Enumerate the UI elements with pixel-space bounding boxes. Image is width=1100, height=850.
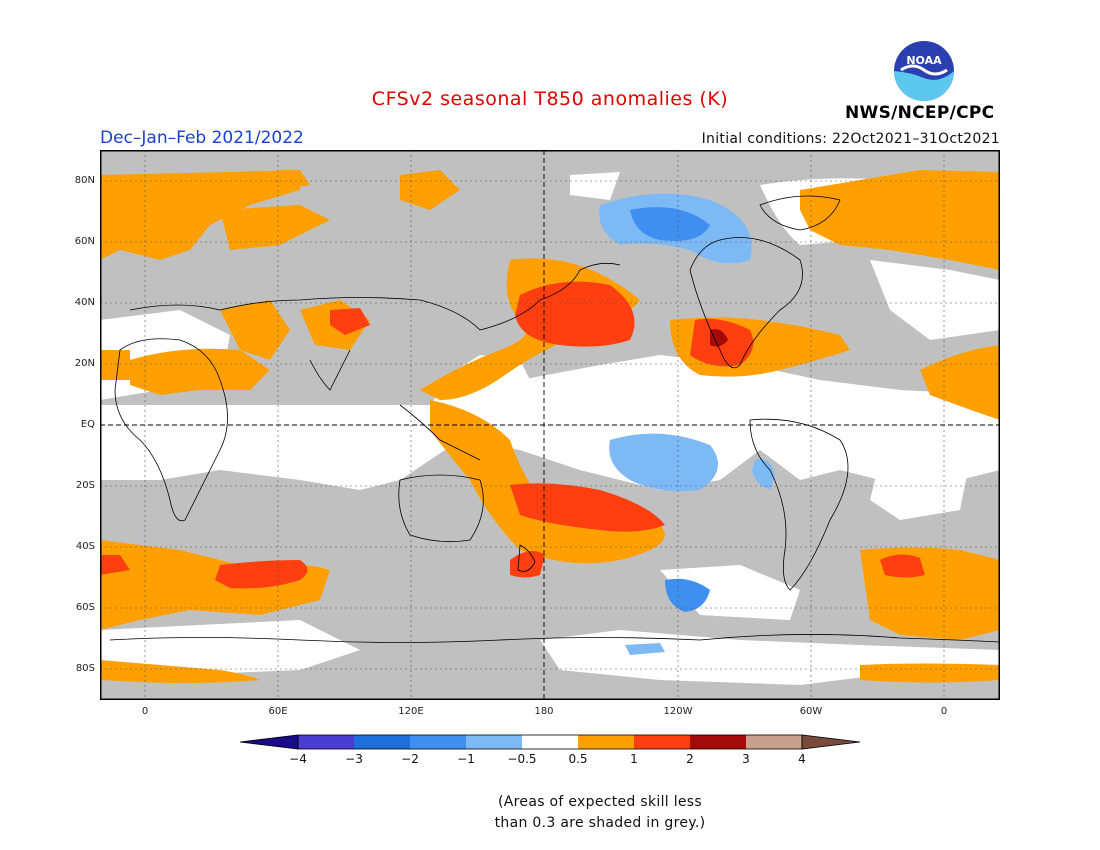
colorbar-segment (298, 735, 354, 749)
lon-label: 120W (663, 706, 693, 717)
colorbar-segment (578, 735, 634, 749)
coastlines (109, 195, 1000, 643)
noaa-logo-text: NOAA (906, 54, 942, 67)
very-strong-warm-anomaly (710, 329, 728, 347)
lat-label: 60S (75, 602, 95, 613)
colorbar-tick-label: 2 (686, 752, 694, 766)
colorbar-tick-label: 0.5 (568, 752, 588, 766)
lat-label: 80S (75, 663, 95, 674)
colorbar-tick-label: 3 (742, 752, 750, 766)
colorbar-segments (298, 735, 802, 749)
colorbar (240, 734, 861, 750)
initial-conditions-label: Initial conditions: 22Oct2021–31Oct2021 (701, 131, 1000, 147)
colorbar-tick-label: −2 (401, 752, 419, 766)
equator-dateline (100, 150, 1000, 700)
skill-note-line: than 0.3 are shaded in grey.) (494, 815, 706, 831)
lat-label: 40N (74, 297, 95, 308)
colorbar-segment (522, 735, 578, 749)
lon-label: 0 (141, 706, 149, 717)
colorbar-tick-label: −4 (289, 752, 307, 766)
colorbar-segment (634, 735, 690, 749)
lat-label: EQ (80, 419, 95, 430)
lat-label: 80N (74, 175, 95, 186)
lon-label: 180 (534, 706, 554, 717)
map-title: CFSv2 seasonal T850 anomalies (K) (371, 88, 729, 110)
graticule (100, 150, 1000, 700)
lon-label: 120E (398, 706, 424, 717)
skill-note-line: (Areas of expected skill less (498, 794, 702, 810)
cold-anomaly-regions (599, 193, 775, 655)
colorbar-arrow-right (802, 735, 860, 749)
colorbar-tick-label: 1 (630, 752, 638, 766)
colorbar-segment (466, 735, 522, 749)
strong-warm-anomaly-regions (100, 281, 925, 589)
colorbar-tick-label: 4 (798, 752, 806, 766)
lat-label: 20S (75, 480, 95, 491)
colorbar-arrow-left (240, 735, 298, 749)
agency-label: NWS/NCEP/CPC (845, 103, 995, 123)
season-label: Dec–Jan–Feb 2021/2022 (100, 128, 304, 148)
lon-label: 60E (268, 706, 288, 717)
colorbar-segment (354, 735, 410, 749)
colorbar-tick-label: −1 (457, 752, 475, 766)
colorbar-segment (690, 735, 746, 749)
colorbar-segment (410, 735, 466, 749)
skill-note: (Areas of expected skill less than 0.3 a… (420, 792, 780, 834)
lon-label: 0 (940, 706, 948, 717)
lat-label: 40S (75, 541, 95, 552)
colorbar-segment (746, 735, 802, 749)
lon-label: 60W (799, 706, 823, 717)
noaa-logo-icon: NOAA (894, 41, 954, 101)
colorbar-tick-label: −0.5 (507, 752, 537, 766)
lat-label: 60N (74, 236, 95, 247)
map-frame (100, 150, 1000, 700)
colorbar-tick-label: −3 (345, 752, 363, 766)
lat-label: 20N (74, 358, 95, 369)
anomaly-map (100, 150, 1000, 700)
